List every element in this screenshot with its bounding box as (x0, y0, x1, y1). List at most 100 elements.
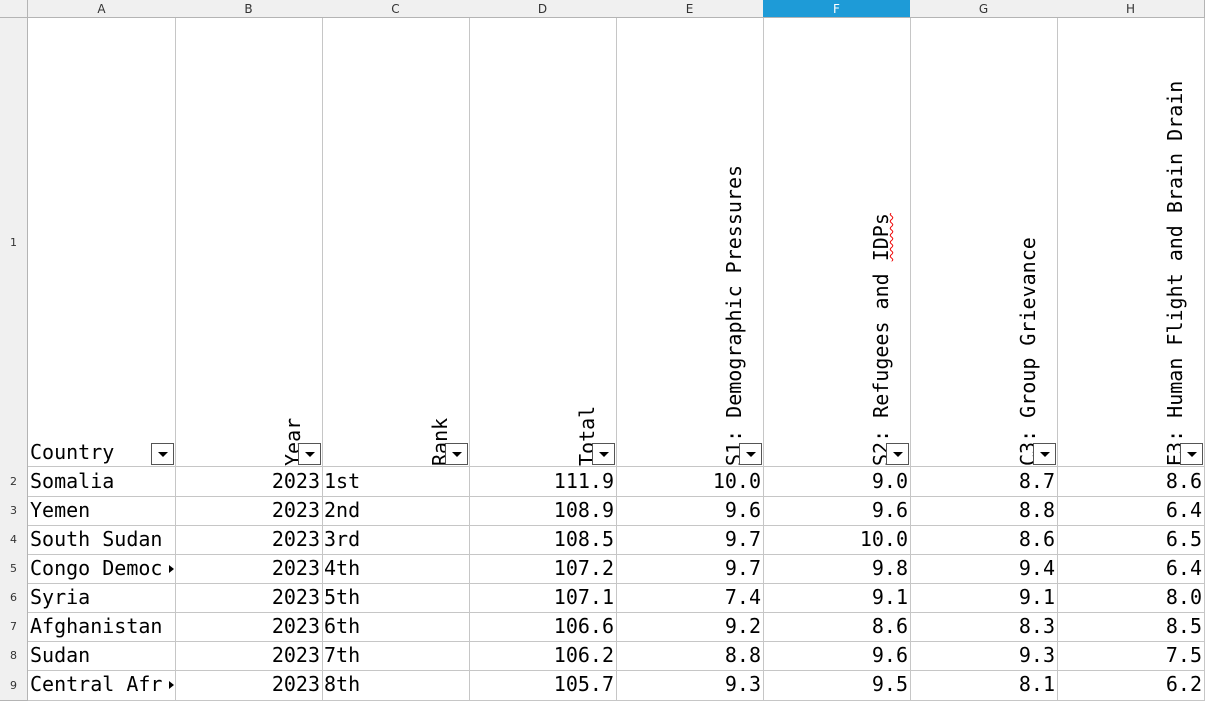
cell-c3[interactable]: 8.7 (910, 467, 1058, 497)
cell-s1[interactable]: 9.6 (616, 496, 764, 526)
column-header-b[interactable]: B (175, 0, 323, 18)
autofilter-dropdown-button-c3[interactable] (1033, 443, 1056, 465)
cell-e3[interactable]: 6.2 (1057, 670, 1205, 701)
cell-total[interactable]: 108.5 (469, 525, 617, 555)
column-header-h[interactable]: H (1057, 0, 1205, 18)
column-header-f[interactable]: F (763, 0, 911, 18)
cell-s2[interactable]: 10.0 (763, 525, 911, 555)
cell-e3[interactable]: 6.4 (1057, 554, 1205, 584)
autofilter-dropdown-button-year[interactable] (298, 443, 321, 465)
cell-total[interactable]: 108.9 (469, 496, 617, 526)
cell-s2[interactable]: 8.6 (763, 612, 911, 642)
autofilter-dropdown-button-rank[interactable] (445, 443, 468, 465)
cell-c3[interactable]: 8.3 (910, 612, 1058, 642)
row-header-7[interactable]: 7 (0, 612, 28, 642)
cell-country[interactable]: Yemen (28, 496, 176, 526)
cell-e3[interactable]: 7.5 (1057, 641, 1205, 671)
cell-c3[interactable]: 9.3 (910, 641, 1058, 671)
autofilter-dropdown-button-total[interactable] (592, 443, 615, 465)
cell-country[interactable]: Afghanistan (28, 612, 176, 642)
header-cell-s1[interactable]: S1: Demographic Pressures (616, 18, 764, 467)
column-header-e[interactable]: E (616, 0, 764, 18)
row-header-9[interactable]: 9 (0, 670, 28, 701)
header-cell-s2[interactable]: S2: Refugees and IDPs (763, 18, 911, 467)
cell-country[interactable]: Sudan (28, 641, 176, 671)
cell-c3[interactable]: 8.6 (910, 525, 1058, 555)
cell-rank[interactable]: 3rd (322, 525, 470, 555)
cell-c3[interactable]: 8.8 (910, 496, 1058, 526)
cell-total[interactable]: 106.2 (469, 641, 617, 671)
autofilter-dropdown-button-e3[interactable] (1180, 443, 1203, 465)
autofilter-dropdown-button-country[interactable] (151, 443, 174, 465)
cell-rank[interactable]: 4th (322, 554, 470, 584)
column-header-a[interactable]: A (28, 0, 176, 18)
cell-s2[interactable]: 9.6 (763, 496, 911, 526)
cell-total[interactable]: 107.2 (469, 554, 617, 584)
cell-year[interactable]: 2023 (175, 670, 323, 701)
autofilter-dropdown-button-s2[interactable] (886, 443, 909, 465)
cell-year[interactable]: 2023 (175, 467, 323, 497)
cell-year[interactable]: 2023 (175, 525, 323, 555)
cell-s2[interactable]: 9.1 (763, 583, 911, 613)
cell-rank[interactable]: 6th (322, 612, 470, 642)
cell-s1[interactable]: 9.2 (616, 612, 764, 642)
row-header-3[interactable]: 3 (0, 496, 28, 526)
cell-rank[interactable]: 5th (322, 583, 470, 613)
cell-year[interactable]: 2023 (175, 641, 323, 671)
cell-rank[interactable]: 2nd (322, 496, 470, 526)
cell-year[interactable]: 2023 (175, 583, 323, 613)
select-all-corner[interactable] (0, 0, 28, 18)
cell-total[interactable]: 107.1 (469, 583, 617, 613)
cell-c3[interactable]: 9.1 (910, 583, 1058, 613)
row-header-2[interactable]: 2 (0, 467, 28, 497)
cell-s1[interactable]: 9.7 (616, 525, 764, 555)
cell-rank[interactable]: 8th (322, 670, 470, 701)
cell-e3[interactable]: 6.4 (1057, 496, 1205, 526)
cell-c3[interactable]: 8.1 (910, 670, 1058, 701)
cell-country[interactable]: Central Afr (28, 670, 176, 701)
cell-e3[interactable]: 8.0 (1057, 583, 1205, 613)
row-header-4[interactable]: 4 (0, 525, 28, 555)
header-cell-country[interactable]: Country (28, 18, 176, 467)
header-cell-year[interactable]: Year (175, 18, 323, 467)
cell-s1[interactable]: 10.0 (616, 467, 764, 497)
cell-value: 5th (324, 585, 361, 609)
header-cell-c3[interactable]: C3: Group Grievance (910, 18, 1058, 467)
cell-e3[interactable]: 8.5 (1057, 612, 1205, 642)
row-header-8[interactable]: 8 (0, 641, 28, 671)
header-cell-e3[interactable]: E3: Human Flight and Brain Drain (1057, 18, 1205, 467)
column-header-c[interactable]: C (322, 0, 470, 18)
cell-year[interactable]: 2023 (175, 496, 323, 526)
column-header-g[interactable]: G (910, 0, 1058, 18)
cell-country[interactable]: Somalia (28, 467, 176, 497)
autofilter-dropdown-button-s1[interactable] (739, 443, 762, 465)
row-header-1[interactable]: 1 (0, 18, 28, 468)
row-header-6[interactable]: 6 (0, 583, 28, 613)
header-cell-total[interactable]: Total (469, 18, 617, 467)
cell-s2[interactable]: 9.6 (763, 641, 911, 671)
cell-e3[interactable]: 6.5 (1057, 525, 1205, 555)
cell-country[interactable]: South Sudan (28, 525, 176, 555)
cell-e3[interactable]: 8.6 (1057, 467, 1205, 497)
cell-year[interactable]: 2023 (175, 554, 323, 584)
header-cell-rank[interactable]: Rank (322, 18, 470, 467)
cell-s2[interactable]: 9.8 (763, 554, 911, 584)
cell-country[interactable]: Congo Democ (28, 554, 176, 584)
cell-country[interactable]: Syria (28, 583, 176, 613)
cell-s2[interactable]: 9.5 (763, 670, 911, 701)
cell-s1[interactable]: 8.8 (616, 641, 764, 671)
cell-year[interactable]: 2023 (175, 612, 323, 642)
cell-c3[interactable]: 9.4 (910, 554, 1058, 584)
cell-total[interactable]: 111.9 (469, 467, 617, 497)
cell-s1[interactable]: 9.7 (616, 554, 764, 584)
row-header-5[interactable]: 5 (0, 554, 28, 584)
cell-s2[interactable]: 9.0 (763, 467, 911, 497)
cell-s1[interactable]: 7.4 (616, 583, 764, 613)
cell-total[interactable]: 106.6 (469, 612, 617, 642)
cell-s1[interactable]: 9.3 (616, 670, 764, 701)
column-header-d[interactable]: D (469, 0, 617, 18)
cell-rank[interactable]: 1st (322, 467, 470, 497)
cell-rank[interactable]: 7th (322, 641, 470, 671)
cell-total[interactable]: 105.7 (469, 670, 617, 701)
